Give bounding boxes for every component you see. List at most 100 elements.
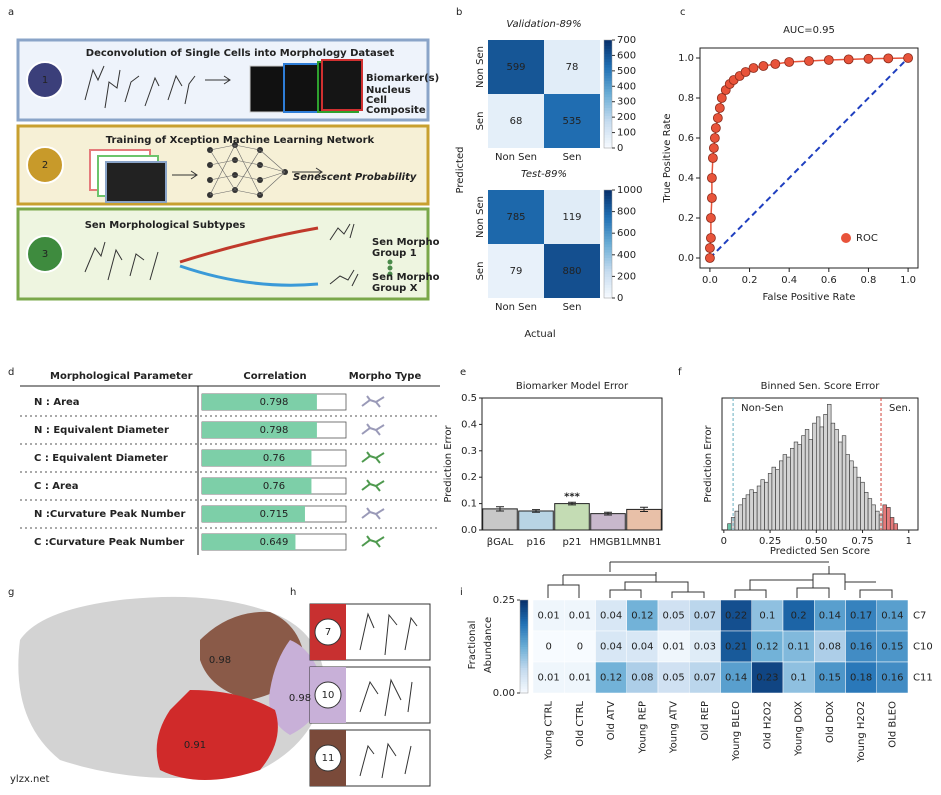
cell-label: 119 <box>562 212 581 223</box>
x-tick-label: 0.6 <box>821 275 837 286</box>
colorbar-segment <box>604 257 612 261</box>
colorbar-segment <box>520 618 528 622</box>
panel-label: i <box>460 587 463 598</box>
cell-label: 0.14 <box>725 673 747 684</box>
colorbar-segment <box>604 227 612 231</box>
error-bar <box>604 511 612 516</box>
axis-label: Prediction Error <box>703 424 714 502</box>
cell-label: 0.07 <box>694 611 716 622</box>
roc-point <box>716 93 727 103</box>
cell-label: 0.01 <box>662 642 684 653</box>
row-label: N :Curvature Peak Number <box>34 509 185 520</box>
colorbar-segment <box>520 623 528 627</box>
x-tick-label: p16 <box>526 537 545 548</box>
cell-label: 0.12 <box>756 642 778 653</box>
cell-label: 0.07 <box>694 673 716 684</box>
morpho-icon <box>361 479 385 492</box>
x-tick-label: 0.25 <box>759 536 781 547</box>
histogram-bar <box>823 414 828 531</box>
colorbar-tick-label: 1000 <box>617 185 642 196</box>
cell-label: 0.16 <box>881 673 903 684</box>
x-tick-label: Non Sen <box>495 152 537 163</box>
panel-label: g <box>8 587 14 598</box>
x-tick-label: Young REP <box>637 701 648 754</box>
colorbar-tick-label: 400 <box>617 250 636 261</box>
colorbar-segment <box>604 99 612 103</box>
heatmap-cell <box>876 661 909 694</box>
colorbar-segment <box>520 609 528 613</box>
colorbar-segment <box>604 145 612 149</box>
bar <box>202 450 312 466</box>
roc-point <box>883 53 894 64</box>
x-tick-label: HMGB1 <box>589 537 626 548</box>
heatmap-cell <box>876 630 909 663</box>
colorbar-segment <box>604 129 612 133</box>
colorbar-segment <box>604 137 612 141</box>
cell-label: 880 <box>562 266 581 277</box>
histogram-bar <box>841 435 847 531</box>
y-tick-label: C10 <box>913 642 933 653</box>
cell-label: 0.1 <box>791 673 807 684</box>
colorbar-segment <box>604 40 612 44</box>
colorbar-segment <box>520 602 528 606</box>
histogram-bar <box>882 504 887 531</box>
error-bar <box>640 506 648 513</box>
cell-label: 0 <box>545 642 551 653</box>
colorbar-segment <box>604 139 612 144</box>
cell-label: 0.05 <box>662 611 684 622</box>
x-tick-label: Young CTRL <box>544 701 555 761</box>
heatmap-cell <box>564 661 596 694</box>
bar <box>518 510 554 531</box>
x-tick-label: Young BLEO <box>731 701 742 762</box>
network <box>207 142 288 198</box>
x-tick-label: Old BLEO <box>887 701 898 748</box>
x-tick-label: p21 <box>562 537 581 548</box>
colorbar-tick-label: 0 <box>617 143 623 154</box>
heatmap-cell <box>488 94 544 148</box>
step-number: 2 <box>42 160 48 171</box>
heatmap-cell <box>845 661 877 694</box>
histogram-bar <box>871 504 876 531</box>
heatmap-cell <box>876 599 909 632</box>
roc-point <box>758 61 769 71</box>
cell-label: 0.01 <box>537 611 559 622</box>
watermark: ylzx.net <box>10 774 50 785</box>
image-stack <box>89 149 167 203</box>
colorbar-segment <box>520 627 528 631</box>
colorbar-segment <box>604 252 612 256</box>
cell-label: 0.12 <box>631 611 653 622</box>
heatmap-cell <box>544 40 600 94</box>
colorbar-segment <box>520 641 528 645</box>
colorbar-segment <box>604 131 612 135</box>
colorbar-segment <box>604 268 612 272</box>
panel-label: f <box>678 367 682 378</box>
x-tick-label: 0.8 <box>861 275 877 286</box>
colorbar-tick-label: 100 <box>617 128 636 139</box>
colorbar-segment <box>604 104 612 108</box>
colorbar-segment <box>604 85 612 90</box>
y-tick-label: 0.4 <box>461 419 477 430</box>
y-tick-label: C11 <box>913 673 933 684</box>
roc-point <box>705 243 715 253</box>
histogram-bar <box>830 422 836 531</box>
heatmap-cell <box>782 599 815 632</box>
subtype-number: 7 <box>325 627 331 638</box>
y-tick-label: 0.3 <box>461 446 477 457</box>
subtype-number: 11 <box>322 753 335 764</box>
cell-label: 0.14 <box>819 611 841 622</box>
colorbar-segment <box>520 662 528 666</box>
colorbar-segment <box>520 674 528 678</box>
heatmap-cell <box>751 630 784 663</box>
x-tick-label: Young ATV <box>669 701 680 754</box>
histogram-bar <box>753 491 758 531</box>
colorbar-segment <box>604 126 612 130</box>
colorbar-segment <box>520 667 528 671</box>
colorbar-segment <box>604 50 612 54</box>
y-tick-label: 0.2 <box>678 213 694 224</box>
chart-title: Test-89% <box>521 169 567 180</box>
y-tick-label: 0.0 <box>461 525 477 536</box>
heatmap-cell <box>657 599 690 632</box>
heatmap-cell <box>720 630 752 663</box>
colorbar-segment <box>604 200 612 204</box>
axis-label: Predicted <box>455 147 466 194</box>
